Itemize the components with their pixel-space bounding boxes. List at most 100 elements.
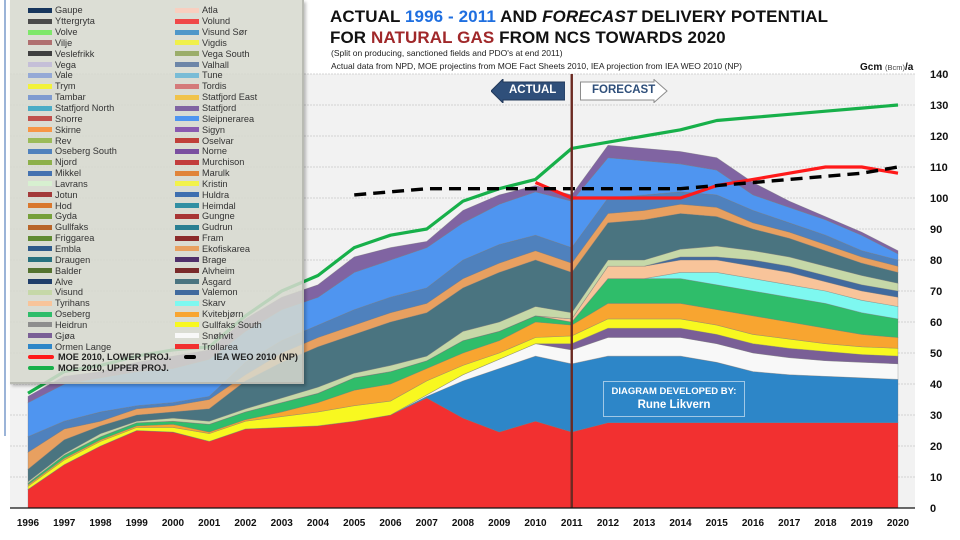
legend-swatch: [28, 62, 52, 68]
legend-label: Alve: [55, 276, 73, 287]
actual-arrow: ACTUAL: [490, 77, 566, 105]
legend-item: MOE 2010, UPPER PROJ.: [28, 363, 171, 374]
legend-item: Sleipnerarea: [175, 113, 298, 124]
y-tick-label: 140: [930, 69, 948, 81]
legend-swatch: [28, 257, 52, 263]
legend: Gaupe Yttergryta Volve Vilje Veslefrikk Vega V…: [10, 0, 304, 384]
legend-item: Brage: [175, 254, 298, 265]
legend-swatch: [175, 29, 199, 35]
legend-swatch: [175, 322, 199, 328]
legend-item: Trollarea: [175, 341, 298, 352]
legend-label: Njord: [55, 157, 77, 168]
legend-item: Oselvar: [175, 135, 298, 146]
legend-label: Gungne: [202, 211, 235, 222]
y-tick-label: 100: [930, 193, 948, 205]
legend-swatch: [28, 159, 52, 165]
legend-label: Gudrun: [202, 222, 233, 233]
x-tick-label: 1999: [126, 518, 149, 529]
y-tick-label: 80: [930, 255, 942, 267]
legend-label: Tambar: [55, 92, 86, 103]
legend-item: Skarv: [175, 298, 298, 309]
y-axis: 0 10 20 30 40 50 60 70 80 90 100 110 120 130 140: [930, 69, 948, 515]
legend-label: Valemon: [202, 287, 238, 298]
credit-author: Rune Likvern: [637, 399, 711, 411]
legend-swatch: [28, 311, 52, 317]
x-tick-label: 2018: [814, 518, 837, 529]
legend-swatch: [28, 181, 52, 187]
legend-item: Statfjord East: [175, 92, 298, 103]
y-tick-label: 0: [930, 503, 936, 515]
legend-item: Sigyn: [175, 124, 298, 135]
legend-swatch: [175, 159, 199, 165]
legend-item: Norne: [175, 146, 298, 157]
unit-end: /a: [905, 62, 914, 73]
legend-item: Vigdis: [175, 38, 298, 49]
x-tick-label: 2016: [742, 518, 765, 529]
legend-swatch: [175, 51, 199, 57]
x-tick-label: 2004: [307, 518, 330, 529]
legend-label: Vega: [55, 59, 76, 70]
unit-small: (Bcm): [885, 63, 906, 72]
x-tick-label: 2002: [234, 518, 257, 529]
legend-label: Visund: [55, 287, 83, 298]
legend-swatch: [28, 18, 52, 24]
legend-label: Brage: [202, 254, 227, 265]
legend-item: Embla: [28, 244, 171, 255]
x-tick-label: 2014: [669, 518, 692, 529]
legend-item: Skirne: [28, 124, 171, 135]
legend-item: IEA WEO 2010 (NP): [175, 352, 298, 363]
legend-item: Gullfaks: [28, 222, 171, 233]
x-tick-label: 2017: [778, 518, 801, 529]
x-tick-label: 2015: [706, 518, 729, 529]
legend-label: Vigdis: [202, 37, 227, 48]
legend-item: Tordis: [175, 81, 298, 92]
title-text: FOR: [330, 28, 372, 47]
line-iea-weo-2010-np-: [354, 165, 899, 197]
legend-label: Vilje: [55, 37, 73, 48]
legend-item: Tyrihans: [28, 298, 171, 309]
legend-swatch: [175, 105, 199, 111]
chart-title: ACTUAL 1996 - 2011 AND FORECAST DELIVERY…: [330, 6, 828, 48]
legend-line-swatch: [28, 366, 54, 371]
legend-label: Vega South: [202, 48, 250, 59]
x-tick-label: 2010: [524, 518, 547, 529]
legend-item: Murchison: [175, 157, 298, 168]
legend-item: Snøhvit: [175, 330, 298, 341]
legend-label: Kvitebjørn: [202, 309, 244, 320]
left-edge-line: [4, 0, 6, 436]
legend-label: Heimdal: [202, 200, 236, 211]
legend-label: Skirne: [55, 124, 82, 135]
x-tick-label: 2009: [488, 518, 511, 529]
legend-label: Veslefrikk: [55, 48, 95, 59]
legend-item: Statfjord North: [28, 103, 171, 114]
legend-swatch: [175, 224, 199, 230]
legend-label: Statfjord East: [202, 92, 258, 103]
legend-label: Draugen: [55, 254, 91, 265]
legend-item: Hod: [28, 200, 171, 211]
legend-item: Visund: [28, 287, 171, 298]
legend-column-left: Gaupe Yttergryta Volve Vilje Veslefrikk Vega V…: [28, 5, 171, 374]
credit-line-1: DIAGRAM DEVELOPED BY:: [611, 386, 737, 397]
legend-swatch: [175, 7, 199, 13]
title-text: ACTUAL: [330, 7, 405, 26]
legend-label: Yttergryta: [55, 16, 95, 27]
legend-label: Balder: [55, 265, 82, 276]
x-tick-label: 1998: [89, 518, 112, 529]
legend-item: Gullfaks South: [175, 319, 298, 330]
subtitle-2: Actual data from NPD, MOE projectins fro…: [331, 61, 742, 71]
title-text: AND: [495, 7, 543, 26]
legend-item: Huldra: [175, 189, 298, 200]
legend-swatch: [175, 181, 199, 187]
legend-swatch: [28, 333, 52, 339]
legend-swatch: [28, 289, 52, 295]
legend-label: Åsgard: [202, 276, 232, 287]
legend-item: Gungne: [175, 211, 298, 222]
x-tick-label: 2003: [271, 518, 294, 529]
legend-swatch: [28, 40, 52, 46]
legend-swatch: [175, 83, 199, 89]
title-years: 1996 - 2011: [405, 7, 496, 26]
legend-swatch: [28, 300, 52, 306]
legend-item: Jotun: [28, 189, 171, 200]
x-tick-label: 2000: [162, 518, 185, 529]
